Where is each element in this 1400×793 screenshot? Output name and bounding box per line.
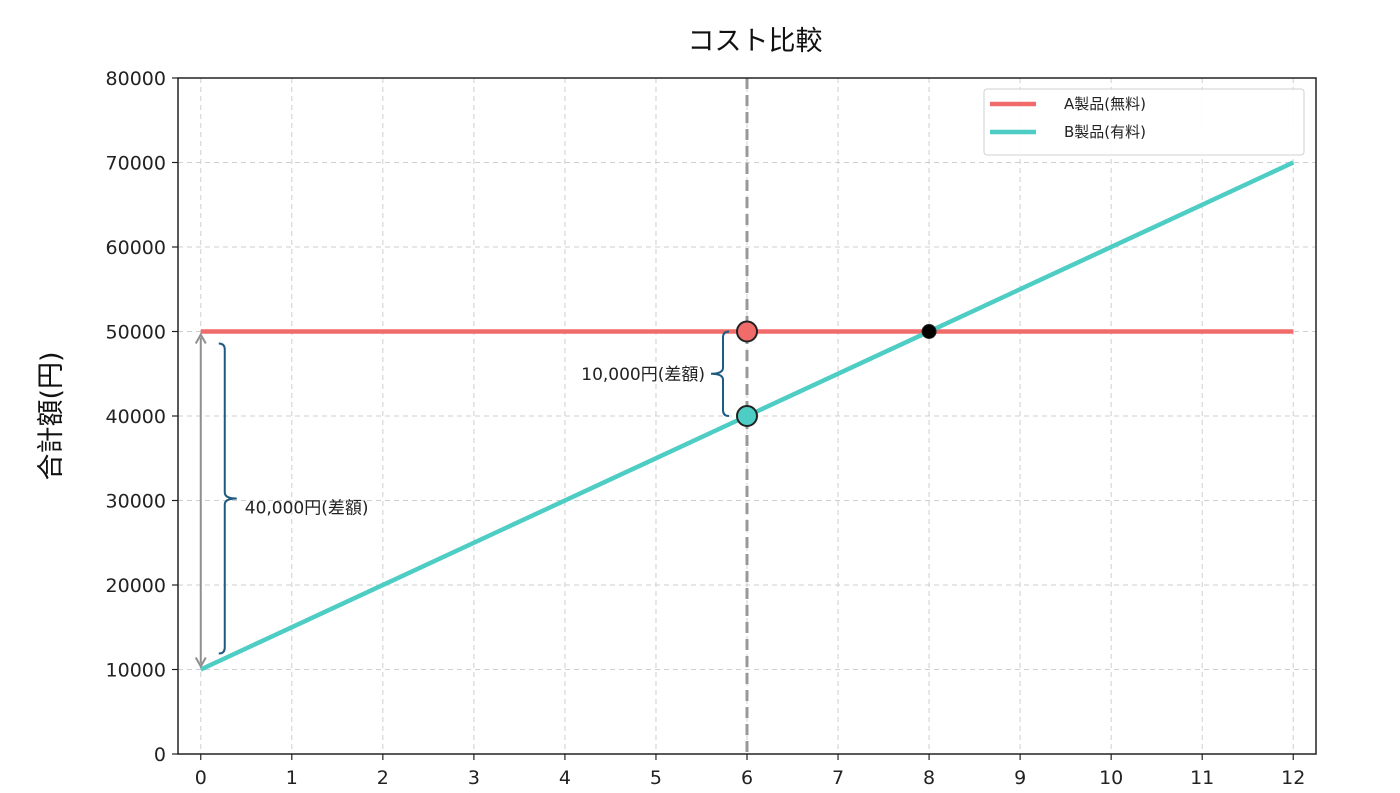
x-axis-ticks: 0 1 2 3 4 5 6 7 8 9 10 11 12 (195, 754, 1305, 789)
y-tick-label: 20000 (106, 575, 166, 597)
chart-title: コスト比較 (688, 26, 823, 57)
marker-0 (736, 320, 758, 343)
y-tick-label: 10000 (106, 660, 166, 682)
marker-1 (736, 405, 758, 427)
x-tick-label: 2 (377, 767, 389, 789)
y-axis-ticks: 0 10000 20000 30000 40000 50000 60000 70000 8000… (106, 68, 178, 766)
x-tick-label: 3 (468, 767, 480, 789)
annotation-40000: 40,000円(差額) (245, 499, 369, 519)
x-tick-label: 11 (1190, 767, 1214, 789)
arrow-head-top (194, 332, 207, 344)
brace-10000 (710, 330, 730, 417)
x-tick-label: 6 (741, 767, 753, 789)
y-tick-label: 30000 (106, 491, 166, 513)
x-tick-label: 12 (1281, 767, 1305, 789)
markers (736, 320, 937, 427)
x-tick-label: 10 (1099, 767, 1123, 789)
x-tick-label: 8 (923, 767, 935, 789)
x-tick-label: 9 (1014, 767, 1026, 789)
annotation-10000: 10,000円(差額) (581, 365, 705, 385)
legend-label-1: B製品(有料) (1064, 123, 1146, 141)
arrow-head-bottom (194, 657, 207, 669)
annotations: 40,000円(差額) 10,000円(差額) (194, 330, 730, 669)
marker-2 (921, 324, 937, 339)
x-tick-label: 1 (286, 767, 298, 789)
legend-box (983, 88, 1305, 156)
y-tick-label: 70000 (106, 153, 166, 175)
x-tick-label: 4 (559, 767, 571, 789)
y-tick-label: 80000 (106, 68, 166, 90)
y-tick-label: 40000 (106, 406, 166, 428)
legend: A製品(無料) B製品(有料) (983, 88, 1305, 156)
y-tick-label: 50000 (106, 322, 166, 344)
brace-40000 (218, 342, 237, 655)
y-tick-label: 60000 (106, 237, 166, 259)
legend-label-0: A製品(無料) (1064, 95, 1146, 113)
y-axis-label: 合計額(円) (36, 351, 67, 480)
y-tick-label: 0 (154, 744, 166, 766)
x-tick-label: 0 (195, 767, 207, 789)
x-tick-label: 7 (832, 767, 844, 789)
x-tick-label: 5 (650, 767, 662, 789)
